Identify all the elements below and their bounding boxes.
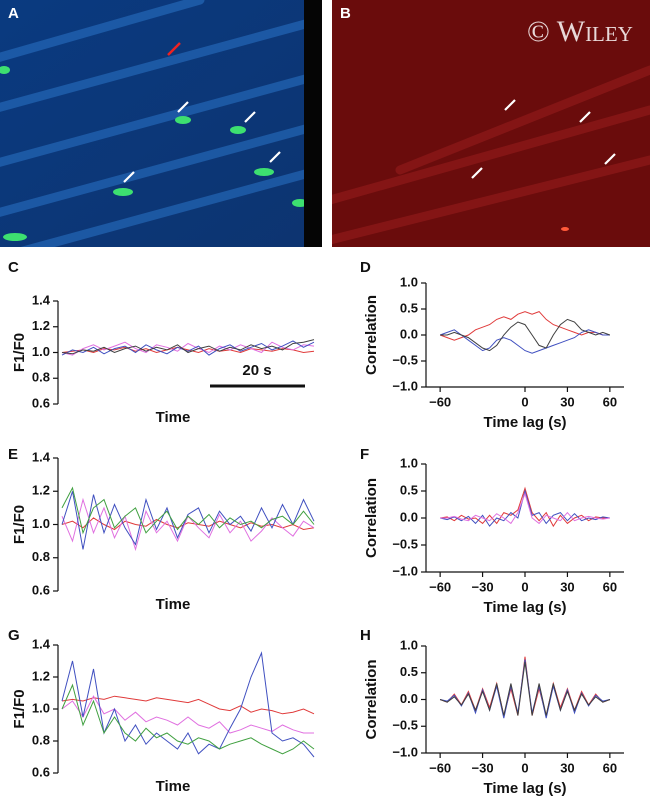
y-tick-label: 0.5 xyxy=(400,300,418,315)
series-line xyxy=(439,329,610,354)
y-axis-label: Correlation xyxy=(363,478,380,558)
series-line xyxy=(61,486,315,535)
y-tick-label: 1.0 xyxy=(32,516,50,531)
series-line xyxy=(440,492,610,525)
y-axis-label: Correlation xyxy=(363,659,380,739)
series-line xyxy=(439,661,611,716)
series-line xyxy=(61,517,315,531)
y-tick-label: 0.8 xyxy=(32,370,50,385)
y-tick-label: 0.6 xyxy=(32,395,50,410)
series-line xyxy=(61,346,315,354)
y-tick-label: 0.6 xyxy=(32,764,50,779)
y-axis-label: F1/F0 xyxy=(11,505,28,544)
x-axis-label: Time xyxy=(156,778,191,795)
y-tick-label: 1.4 xyxy=(32,292,51,307)
image-panel-b: © Wiley B xyxy=(332,0,650,247)
x-tick-label: −60 xyxy=(429,394,451,409)
x-tick-label: 30 xyxy=(560,394,574,409)
x-tick-label: −30 xyxy=(472,760,494,775)
y-tick-label: −0.5 xyxy=(392,352,418,367)
series-line xyxy=(61,339,315,355)
x-tick-label: 30 xyxy=(560,579,574,594)
y-tick-label: 1.0 xyxy=(400,455,418,470)
series-line xyxy=(439,656,611,716)
panel-label: B xyxy=(340,5,351,22)
x-tick-label: −60 xyxy=(429,579,451,594)
y-tick-label: 0.6 xyxy=(32,582,50,597)
y-tick-label: 0.5 xyxy=(400,482,418,497)
y-tick-label: −1.0 xyxy=(392,744,418,759)
y-tick-label: 1.0 xyxy=(400,637,418,652)
y-tick-label: 0.5 xyxy=(400,664,418,679)
x-tick-label: 60 xyxy=(603,760,617,775)
series-line xyxy=(61,683,315,755)
y-tick-label: 0.0 xyxy=(400,326,418,341)
series-line xyxy=(61,341,315,356)
y-tick-label: −0.5 xyxy=(392,718,418,733)
series-line xyxy=(439,659,611,719)
x-axis-label: Time lag (s) xyxy=(483,414,566,431)
y-tick-label: −0.5 xyxy=(392,536,418,551)
series-line xyxy=(61,491,315,550)
series-line xyxy=(61,695,315,715)
panel-label: H xyxy=(360,627,371,644)
panel-label: D xyxy=(360,259,371,276)
series-line xyxy=(439,489,610,527)
x-axis-label: Time xyxy=(156,409,191,426)
series-line xyxy=(61,497,315,552)
y-tick-label: 0.8 xyxy=(32,732,50,747)
y-tick-label: 1.0 xyxy=(400,274,418,289)
watermark: © Wiley xyxy=(527,15,633,48)
y-tick-label: 0.0 xyxy=(400,691,418,706)
y-tick-label: 1.2 xyxy=(32,483,50,498)
x-tick-label: −30 xyxy=(472,579,494,594)
panel-label: E xyxy=(8,446,18,463)
y-tick-label: 1.0 xyxy=(32,700,50,715)
x-axis-label: Time xyxy=(156,596,191,613)
x-tick-label: −60 xyxy=(429,760,451,775)
y-tick-label: −1.0 xyxy=(392,563,418,578)
x-axis-label: Time lag (s) xyxy=(483,780,566,797)
y-tick-label: 1.2 xyxy=(32,318,50,333)
y-tick-label: −1.0 xyxy=(392,378,418,393)
panel-label: G xyxy=(8,627,20,644)
series-line xyxy=(440,318,611,352)
y-tick-label: 1.4 xyxy=(32,636,51,651)
y-axis-label: F1/F0 xyxy=(11,689,28,728)
x-tick-label: 60 xyxy=(603,579,617,594)
y-axis-label: F1/F0 xyxy=(11,333,28,372)
scale-bar-label: 20 s xyxy=(242,362,271,379)
y-tick-label: 1.0 xyxy=(32,344,50,359)
x-tick-label: 0 xyxy=(521,579,528,594)
image-panel-a: A xyxy=(0,0,322,247)
x-tick-label: 60 xyxy=(603,394,617,409)
y-tick-label: 1.4 xyxy=(32,449,51,464)
panel-label: A xyxy=(8,5,19,22)
y-axis-label: Correlation xyxy=(363,295,380,375)
series-line xyxy=(61,651,315,758)
series-line xyxy=(440,486,610,528)
y-tick-label: 0.8 xyxy=(32,549,50,564)
panel-label: C xyxy=(8,259,19,276)
series-line xyxy=(61,340,315,356)
x-tick-label: 30 xyxy=(560,760,574,775)
x-tick-label: 0 xyxy=(521,760,528,775)
x-axis-label: Time lag (s) xyxy=(483,599,566,616)
x-tick-label: 0 xyxy=(521,394,528,409)
y-tick-label: 1.2 xyxy=(32,668,50,683)
series-line xyxy=(439,311,610,341)
series-line xyxy=(61,695,314,734)
y-tick-label: 0.0 xyxy=(400,509,418,524)
panel-label: F xyxy=(360,446,369,463)
